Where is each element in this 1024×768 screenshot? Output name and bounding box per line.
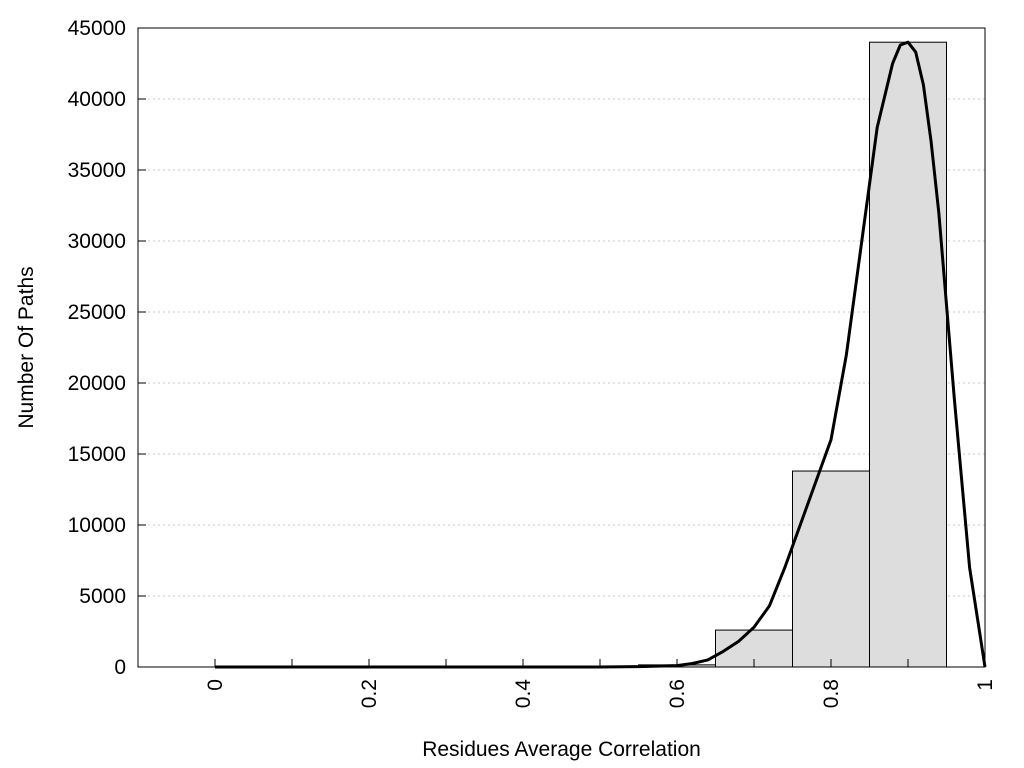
axes xyxy=(137,27,986,668)
histogram-bar xyxy=(869,41,947,668)
y-tick-label: 20000 xyxy=(68,372,126,395)
x-axis-label: Residues Average Correlation xyxy=(422,738,701,761)
histogram-bars xyxy=(215,41,947,668)
histogram-bar xyxy=(792,470,870,668)
y-axis-label: Number Of Paths xyxy=(15,266,38,428)
x-tick-label: 0 xyxy=(204,679,227,691)
y-tick-label: 45000 xyxy=(68,17,126,40)
x-tick-label: 0.8 xyxy=(820,679,843,708)
x-tick-labels: 0 0.2 0.4 0.6 0.8 1 xyxy=(204,679,997,709)
y-tick-label: 15000 xyxy=(68,443,126,466)
x-tick-label: 0.2 xyxy=(358,679,381,708)
y-tick-label: 10000 xyxy=(68,514,126,537)
y-tick-label: 35000 xyxy=(68,159,126,182)
y-tick-label: 25000 xyxy=(68,301,126,324)
x-tick-label: 0.6 xyxy=(666,679,689,708)
x-tick-label: 0.4 xyxy=(512,679,535,709)
x-tick-label: 1 xyxy=(974,679,997,691)
y-tick-label: 0 xyxy=(114,656,126,679)
y-tick-label: 40000 xyxy=(68,88,126,111)
y-tick-labels: 0 5000 10000 15000 20000 25000 30000 35000 40000… xyxy=(68,17,126,679)
plot-frame xyxy=(137,27,986,668)
y-tick-label: 30000 xyxy=(68,230,126,253)
y-tick-label: 5000 xyxy=(79,585,126,608)
